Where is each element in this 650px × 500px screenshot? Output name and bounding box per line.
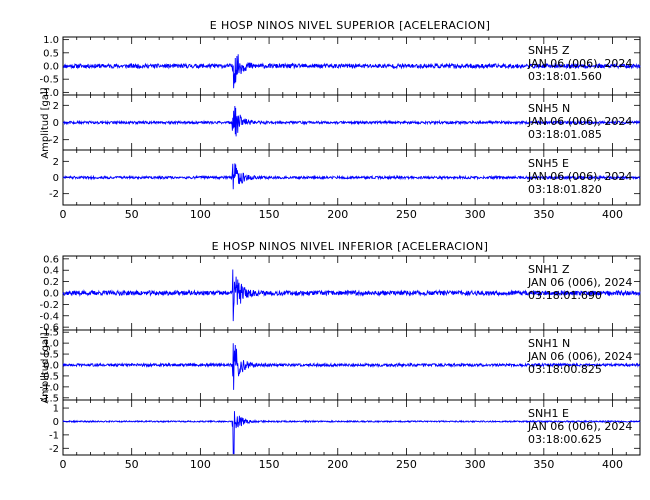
y-tick-label: -1 [49,430,59,441]
trace-time-label: 03:18:00.825 [528,363,602,376]
waveform-snh1-e [62,411,641,455]
y-tick-label: 1.0 [43,35,59,46]
inferior-x-axis: 0 50 100 150 200 250 300 350 400 [60,458,624,471]
trace-time-label: 03:18:01.820 [528,183,602,196]
trace-date-label: JAN 06 (006), 2024 [527,420,632,433]
y-tick-label: 0 [53,118,59,129]
trace-date-label: JAN 06 (006), 2024 [527,170,632,183]
y-tick-label: -2 [49,189,59,200]
y-tick-label: 1 [53,404,59,415]
y-tick-label: -2 [49,135,59,146]
trace-date-label: JAN 06 (006), 2024 [527,350,632,363]
x-tick-label: 0 [60,458,67,471]
y-tick-label: 1.5 [43,328,59,339]
x-tick-label: 100 [190,458,211,471]
trace-date-label: JAN 06 (006), 2024 [527,57,632,70]
x-tick-label: 200 [327,208,348,221]
y-tick-label: -1.5 [39,393,59,404]
x-tick-label: 250 [396,208,417,221]
chart-title-superior: E HOSP NINOS NIVEL SUPERIOR [ACELERACION… [210,19,491,32]
x-tick-label: 400 [602,208,623,221]
trace-time-label: 03:18:01.085 [528,128,602,141]
x-tick-label: 350 [533,208,554,221]
x-tick-label: 350 [533,458,554,471]
y-tick-label: 0.5 [43,350,59,361]
x-tick-label: 50 [125,208,139,221]
y-tick-label: 0.4 [43,266,59,277]
y-tick-label: -0.6 [39,323,59,334]
waveform-snh1-n [62,343,641,390]
y-tick-label: -0.5 [39,371,59,382]
waveform-snh1-z [62,269,641,322]
trace-station-label: SNH1 E [528,407,569,420]
trace-station-label: SNH5 E [528,157,569,170]
y-tick-label: 0.0 [43,62,59,73]
y-tick-label: -2 [49,444,59,455]
y-tick-label: -0.2 [39,300,59,311]
y-tick-label: 0 [53,173,59,184]
x-tick-label: 300 [465,208,486,221]
trace-time-label: 03:18:01.560 [528,70,602,83]
trace-station-label: SNH1 Z [528,263,570,276]
trace-station-label: SNH5 Z [528,44,570,57]
waveform-snh5-e [62,163,641,190]
x-tick-label: 200 [327,458,348,471]
y-tick-label: 0.0 [43,361,59,372]
waveform-snh5-z [62,54,641,89]
x-tick-label: 250 [396,458,417,471]
y-tick-label: -1.0 [39,88,59,99]
y-tick-label: 2 [53,101,59,112]
x-tick-label: 100 [190,208,211,221]
x-tick-label: 50 [125,458,139,471]
x-tick-label: 150 [259,458,280,471]
y-tick-label: 0.2 [43,277,59,288]
trace-station-label: SNH5 N [528,102,570,115]
x-tick-label: 150 [259,208,280,221]
x-tick-label: 300 [465,458,486,471]
y-tick-label: 0 [53,417,59,428]
trace-time-label: 03:18:00.625 [528,433,602,446]
y-axis-label-superior: Amplitud [gal] [40,87,51,158]
x-tick-label: 400 [602,458,623,471]
y-tick-label: -0.5 [39,75,59,86]
y-tick-label: 0.0 [43,289,59,300]
trace-station-label: SNH1 N [528,337,570,350]
y-tick-label: 0.5 [43,48,59,59]
superior-x-axis: 0 50 100 150 200 250 300 350 400 [60,208,624,221]
trace-date-label: JAN 06 (006), 2024 [527,115,632,128]
y-tick-label: 0.6 [43,254,59,265]
y-tick-label: -0.4 [39,311,59,322]
y-axis-label-inferior: Amplitud [gal] [40,332,51,403]
trace-date-label: JAN 06 (006), 2024 [527,276,632,289]
y-tick-label: -1.0 [39,382,59,393]
y-tick-label: 2 [53,157,59,168]
y-tick-label: 1.0 [43,339,59,350]
x-tick-label: 0 [60,208,67,221]
waveform-snh5-n [62,105,641,137]
chart-title-inferior: E HOSP NINOS NIVEL INFERIOR [ACELERACION… [212,240,489,253]
trace-time-label: 03:18:01.690 [528,289,602,302]
